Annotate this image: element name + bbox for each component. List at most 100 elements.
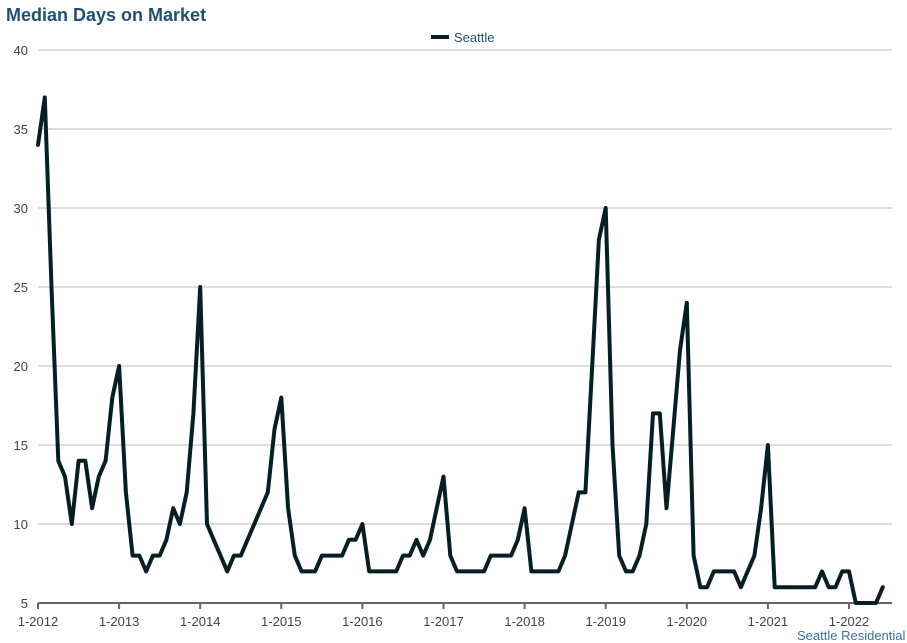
data-point bbox=[597, 238, 601, 242]
data-point bbox=[259, 506, 263, 510]
data-point bbox=[523, 506, 527, 510]
x-tick-label: 1-2019 bbox=[585, 614, 625, 629]
data-point bbox=[766, 443, 770, 447]
data-point bbox=[448, 554, 452, 558]
data-point bbox=[36, 143, 40, 147]
data-point bbox=[401, 554, 405, 558]
data-point bbox=[637, 554, 641, 558]
data-point bbox=[806, 585, 810, 589]
data-point bbox=[171, 506, 175, 510]
x-tick-label: 1-2017 bbox=[423, 614, 463, 629]
data-point bbox=[164, 538, 168, 542]
data-point bbox=[232, 554, 236, 558]
data-point bbox=[739, 585, 743, 589]
data-point bbox=[773, 585, 777, 589]
data-point bbox=[678, 348, 682, 352]
data-point bbox=[77, 459, 81, 463]
data-point bbox=[624, 569, 628, 573]
data-point bbox=[685, 301, 689, 305]
data-point bbox=[671, 427, 675, 431]
data-point bbox=[333, 554, 337, 558]
data-point bbox=[320, 554, 324, 558]
data-point bbox=[104, 459, 108, 463]
x-tick-label: 1-2014 bbox=[180, 614, 220, 629]
data-point bbox=[43, 95, 47, 99]
data-point bbox=[381, 569, 385, 573]
data-point bbox=[90, 506, 94, 510]
data-point bbox=[117, 364, 121, 368]
series-line-seattle bbox=[36, 95, 885, 605]
data-point bbox=[421, 554, 425, 558]
data-point bbox=[604, 206, 608, 210]
data-point bbox=[442, 475, 446, 479]
data-point bbox=[286, 506, 290, 510]
chart-title: Median Days on Market bbox=[6, 5, 207, 25]
data-point bbox=[178, 522, 182, 526]
data-point bbox=[489, 554, 493, 558]
data-point bbox=[191, 411, 195, 415]
data-point bbox=[475, 569, 479, 573]
data-point bbox=[610, 443, 614, 447]
data-point bbox=[752, 554, 756, 558]
data-point bbox=[225, 569, 229, 573]
data-point bbox=[374, 569, 378, 573]
data-point bbox=[63, 475, 67, 479]
data-point bbox=[462, 569, 466, 573]
data-point bbox=[205, 522, 209, 526]
data-point bbox=[644, 522, 648, 526]
data-point bbox=[144, 569, 148, 573]
legend-label-seattle: Seattle bbox=[454, 30, 494, 45]
data-point bbox=[712, 569, 716, 573]
data-point bbox=[570, 522, 574, 526]
data-point bbox=[779, 585, 783, 589]
x-tick-label: 1-2022 bbox=[829, 614, 869, 629]
data-point bbox=[354, 538, 358, 542]
data-point bbox=[137, 554, 141, 558]
data-point bbox=[50, 285, 54, 289]
data-point bbox=[827, 585, 831, 589]
x-tick-label: 1-2020 bbox=[667, 614, 707, 629]
data-point bbox=[360, 522, 364, 526]
data-point bbox=[300, 569, 304, 573]
y-tick-label: 30 bbox=[14, 201, 28, 216]
data-point bbox=[563, 554, 567, 558]
x-tick-label: 1-2015 bbox=[261, 614, 301, 629]
source-caption: Seattle Residential bbox=[797, 628, 906, 643]
data-point bbox=[97, 475, 101, 479]
legend: Seattle bbox=[431, 30, 494, 45]
data-point bbox=[847, 569, 851, 573]
data-point bbox=[502, 554, 506, 558]
data-point bbox=[83, 459, 87, 463]
data-point bbox=[482, 569, 486, 573]
data-point bbox=[185, 490, 189, 494]
data-point bbox=[394, 569, 398, 573]
y-tick-label: 20 bbox=[14, 359, 28, 374]
data-point bbox=[631, 569, 635, 573]
data-point bbox=[151, 554, 155, 558]
y-tick-label: 25 bbox=[14, 280, 28, 295]
x-tick-label: 1-2021 bbox=[748, 614, 788, 629]
data-point bbox=[246, 538, 250, 542]
data-point bbox=[746, 569, 750, 573]
data-point bbox=[577, 490, 581, 494]
data-point bbox=[658, 411, 662, 415]
data-point bbox=[158, 554, 162, 558]
data-point bbox=[252, 522, 256, 526]
data-point bbox=[529, 569, 533, 573]
x-tick-label: 1-2016 bbox=[342, 614, 382, 629]
y-tick-label: 35 bbox=[14, 122, 28, 137]
data-point bbox=[705, 585, 709, 589]
data-point bbox=[273, 427, 277, 431]
data-point bbox=[800, 585, 804, 589]
data-point bbox=[496, 554, 500, 558]
data-point bbox=[813, 585, 817, 589]
data-point bbox=[867, 601, 871, 605]
data-point bbox=[556, 569, 560, 573]
data-point bbox=[56, 459, 60, 463]
data-point bbox=[732, 569, 736, 573]
y-tick-label: 10 bbox=[14, 517, 28, 532]
data-point bbox=[239, 554, 243, 558]
data-point bbox=[212, 538, 216, 542]
data-point bbox=[881, 585, 885, 589]
